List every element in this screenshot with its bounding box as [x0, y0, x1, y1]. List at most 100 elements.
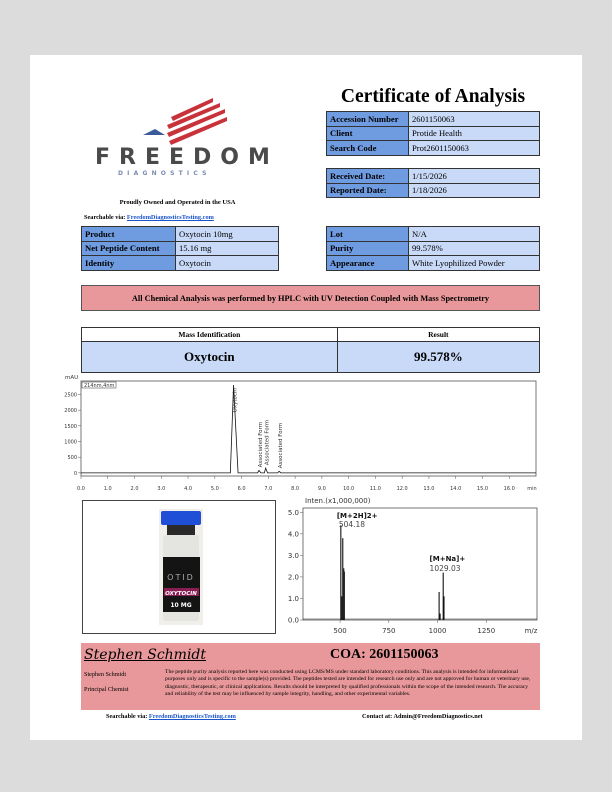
- footer-search-link[interactable]: FreedomDiagnosticsTesting.com: [148, 713, 236, 720]
- x-tick-label: 1000: [429, 627, 447, 635]
- footer-search: Searchable via: FreedomDiagnosticsTestin…: [106, 713, 236, 720]
- y-tick-label: 0.0: [288, 617, 299, 625]
- x-tick-label: 16.0: [504, 486, 515, 492]
- x-tick-label: 11.0: [370, 486, 381, 492]
- plot-frame: [80, 380, 537, 477]
- x-tick-label: 8.0: [291, 486, 299, 492]
- info-label: Accession Number: [326, 111, 409, 127]
- info-label: Client: [326, 125, 409, 141]
- product-label: Net Peptide Content: [81, 240, 176, 256]
- tagline: Proudly Owned and Operated in the USA: [119, 199, 236, 206]
- product-table: Product Oxytocin 10mg Net Peptide Content…: [81, 226, 279, 271]
- y-tick-label: 2500: [64, 392, 77, 398]
- date-label: Reported Date:: [326, 182, 409, 198]
- y-tick-label: 4.0: [288, 530, 299, 538]
- y-tick-label: 1500: [64, 424, 77, 430]
- vial-dose: 10 MG: [170, 602, 191, 609]
- y-tick-label: 3.0: [288, 552, 299, 560]
- y-tick-label: 5.0: [288, 509, 299, 517]
- mass-spectrum: Inten.(x1,000,000) 500 750 1000 1250 m/z 0.0 1.…: [288, 497, 538, 635]
- vial-product: OXYTOCIN: [165, 591, 197, 597]
- contact-line: Contact at: Admin@FreedomDiagnostics.net: [362, 713, 483, 720]
- vial-photo: OTID OXYTOCIN 10 MG: [82, 500, 276, 634]
- date-value: 1/18/2026: [408, 182, 540, 198]
- date-value: 1/15/2026: [408, 168, 540, 184]
- lot-value: N/A: [408, 226, 540, 242]
- peak-label: Oxytocin: [233, 388, 239, 413]
- x-unit-label: min: [527, 486, 536, 492]
- y-tick-label: 2.0: [288, 573, 299, 581]
- plot-frame: [302, 507, 538, 621]
- annotation-value: 1029.03: [430, 564, 461, 573]
- y-tick-label: 2000: [64, 408, 77, 414]
- x-unit-label: m/z: [525, 627, 538, 635]
- chemist-name: Stephen Schmidt: [84, 671, 127, 678]
- x-tick-label: 7.0: [264, 486, 272, 492]
- info-label: Search Code: [326, 140, 409, 156]
- annotation-label: [M+Na]+: [430, 555, 466, 563]
- info-value: 2601150063: [408, 111, 540, 127]
- signature-footer: [81, 643, 540, 710]
- x-tick-label: 2.0: [131, 486, 139, 492]
- searchable-line: Searchable via: FreedomDiagnosticsTestin…: [84, 214, 214, 221]
- lot-value: 99.578%: [408, 240, 540, 256]
- y-tick-label: 500: [67, 455, 77, 461]
- result-value: 99.578%: [336, 341, 541, 373]
- disclaimer: The peptide purity analysis reported her…: [165, 669, 531, 698]
- dates-table: Received Date: 1/15/2026 Reported Date: 1/…: [326, 168, 540, 198]
- logo-subtitle: DIAGNOSTICS: [118, 170, 211, 177]
- searchable-link[interactable]: FreedomDiagnosticsTesting.com: [126, 214, 214, 221]
- channel-box: [81, 381, 117, 389]
- product-label: Identity: [81, 255, 176, 271]
- x-tick-label: 5.0: [211, 486, 219, 492]
- signature: Stephen Schmidt: [84, 647, 207, 663]
- x-tick-label: 10.0: [343, 486, 354, 492]
- freedom-logo-icon: [143, 98, 227, 145]
- y-tick-label: 1000: [64, 440, 77, 446]
- x-tick-label: 1.0: [104, 486, 112, 492]
- x-tick-label: 9.0: [318, 486, 326, 492]
- result-header: Result: [336, 327, 541, 342]
- lot-value: White Lyophilized Powder: [408, 255, 540, 271]
- lot-label: Lot: [326, 226, 409, 242]
- mass-header: Mass Identification: [81, 327, 338, 342]
- date-label: Received Date:: [326, 168, 409, 184]
- chemist-role: Principal Chemist: [84, 686, 129, 693]
- product-value: 15.16 mg: [175, 240, 279, 256]
- x-tick-label: 3.0: [157, 486, 165, 492]
- page-title: Certificate of Analysis: [340, 86, 526, 107]
- channel-label: 214nm,4nm: [84, 383, 115, 389]
- annotation-label: [M+2H]2+: [337, 512, 378, 520]
- vial-image-icon: OTID OXYTOCIN 10 MG: [159, 509, 203, 625]
- mass-table: Mass Identification Result Oxytocin 99.578…: [81, 327, 541, 373]
- lot-label: Appearance: [326, 255, 409, 271]
- y-tick-label: 0: [74, 471, 77, 477]
- x-tick-label: 13.0: [423, 486, 434, 492]
- coa-number: COA: 2601150063: [330, 647, 439, 662]
- mass-value: Oxytocin: [81, 341, 338, 373]
- x-tick-label: 0.0: [77, 486, 85, 492]
- peak-label: Associated Form: [258, 422, 264, 467]
- x-tick-label: 750: [382, 627, 395, 635]
- x-tick-label: 500: [333, 627, 346, 635]
- x-tick-label: 14.0: [450, 486, 461, 492]
- product-value: Oxytocin: [175, 255, 279, 271]
- searchable-label: Searchable via:: [84, 214, 126, 221]
- hplc-chromatogram: mAU 214nm,4nm 0.0 1.0 2.0 3.0 4.0 5.0 6.0 7.0 8.0 9…: [64, 375, 537, 492]
- info-value: Prot2601150063: [408, 140, 540, 156]
- vial-brand: OTID: [167, 573, 195, 582]
- lot-table: Lot N/A Purity 99.578% Appearance White Lyo…: [326, 226, 540, 271]
- x-tick-label: 6.0: [238, 486, 246, 492]
- x-tick-label: 12.0: [397, 486, 408, 492]
- info-value: Protide Health: [408, 125, 540, 141]
- y-axis-label: mAU: [65, 375, 78, 381]
- chromatogram-trace: [81, 385, 536, 474]
- y-axis-label: Inten.(x1,000,000): [305, 497, 371, 505]
- y-tick-label: 1.0: [288, 595, 299, 603]
- product-label: Product: [81, 226, 176, 242]
- lot-label: Purity: [326, 240, 409, 256]
- annotation-value: 504.18: [339, 520, 365, 529]
- footer-search-label: Searchable via:: [106, 713, 148, 720]
- product-value: Oxytocin 10mg: [175, 226, 279, 242]
- x-tick-label: 1250: [477, 627, 495, 635]
